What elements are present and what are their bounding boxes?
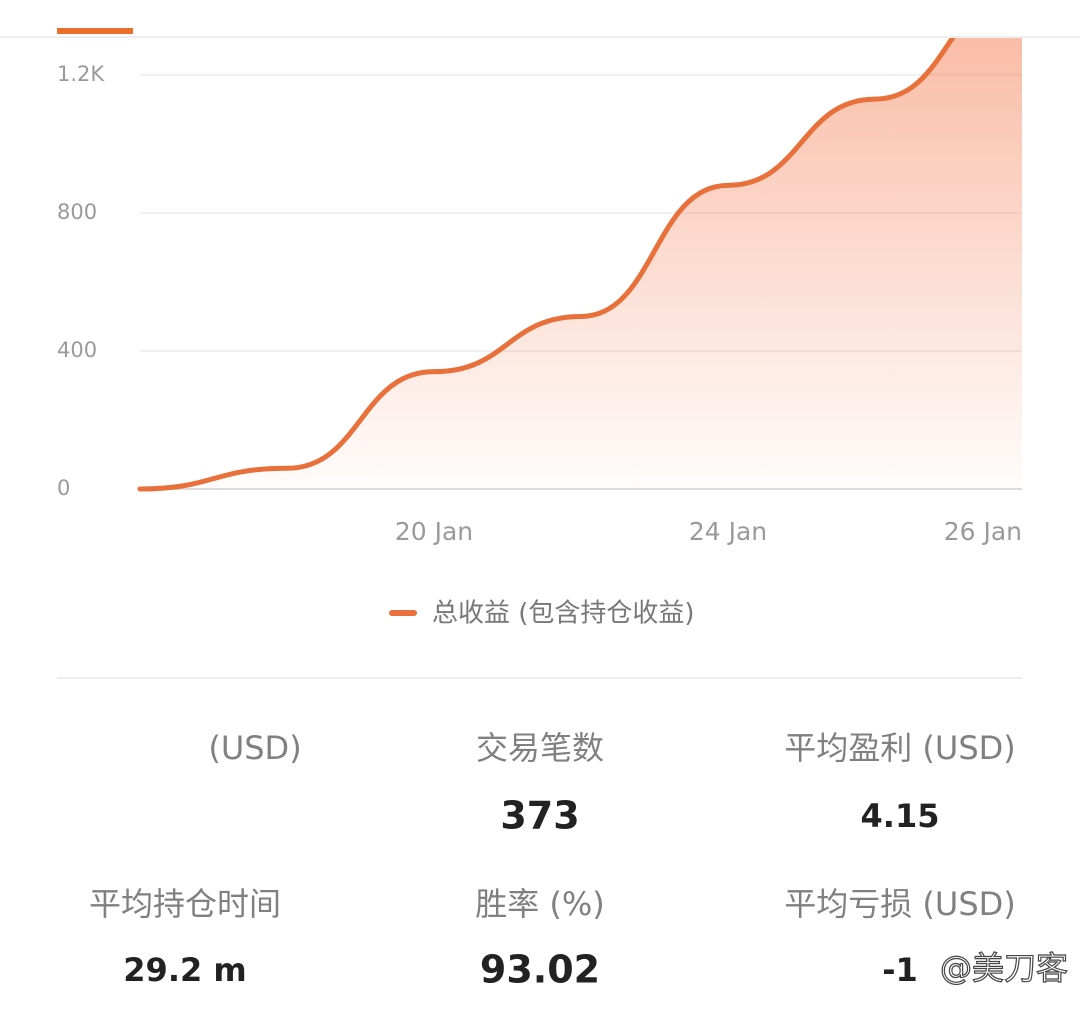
x-tick-label: 20 Jan xyxy=(395,517,473,546)
tab-indicator xyxy=(57,28,133,34)
stat-label: 交易笔数 xyxy=(476,729,604,767)
y-tick-label: 400 xyxy=(57,338,97,362)
stat-value: 29.2 m xyxy=(123,951,246,989)
y-tick-label: 1.2K xyxy=(57,62,105,86)
plot-area xyxy=(137,38,1022,492)
stat-label: 平均持仓时间 xyxy=(89,885,281,923)
y-tick-label: 0 xyxy=(57,476,70,500)
stat-label: (USD) xyxy=(208,729,301,767)
y-tick-label: 800 xyxy=(57,200,97,224)
stat-label: 平均盈利 (USD) xyxy=(784,729,1016,767)
stat-value: 373 xyxy=(500,794,579,838)
watermark: @美刀客 xyxy=(940,949,1068,987)
x-tick-label: 26 Jan xyxy=(944,517,1022,546)
stat-label: 平均亏损 (USD) xyxy=(784,885,1016,923)
stat-label: 胜率 (%) xyxy=(475,885,605,923)
x-tick-label: 24 Jan xyxy=(689,517,767,546)
line xyxy=(137,38,956,492)
area-fill xyxy=(140,38,1022,489)
stat-value: -1 xyxy=(882,951,918,989)
stat-value: 4.15 xyxy=(861,797,940,835)
stat-value: 93.02 xyxy=(480,948,600,992)
legend-label: 总收益 (包含持仓收益) xyxy=(432,599,695,629)
